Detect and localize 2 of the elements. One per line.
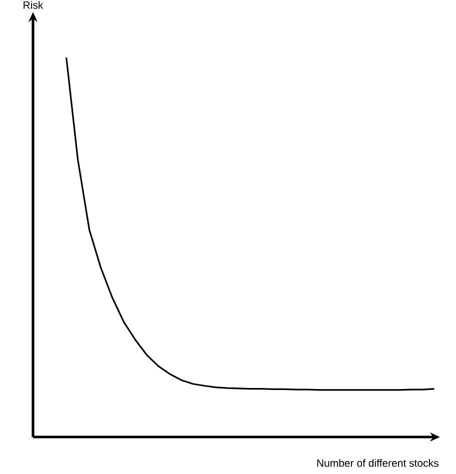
x-axis-title: Number of different stocks: [317, 459, 438, 467]
y-axis-title: Risk: [24, 1, 44, 9]
